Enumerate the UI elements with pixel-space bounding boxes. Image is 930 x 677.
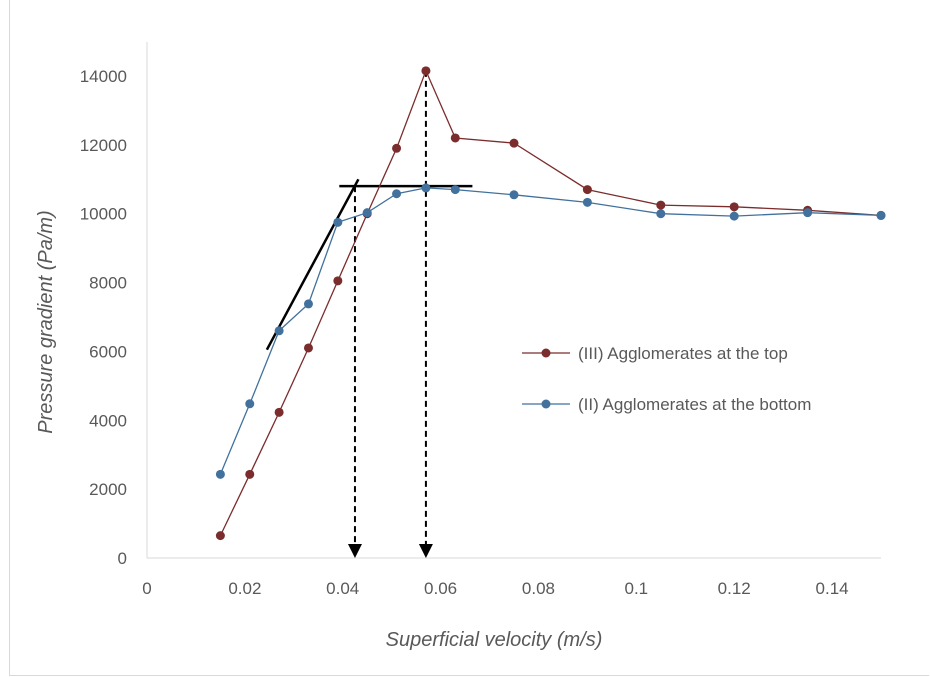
y-tick-label: 14000 <box>80 67 127 86</box>
data-point-series-1 <box>215 469 225 479</box>
data-point-series-0 <box>421 66 431 76</box>
x-tick-label: 0.08 <box>522 579 555 598</box>
series-layer <box>215 66 886 541</box>
data-point-series-1 <box>876 210 886 220</box>
data-point-series-1 <box>245 399 255 409</box>
series-line-1 <box>219 187 882 475</box>
data-point-series-0 <box>392 143 402 153</box>
data-point-series-0 <box>582 185 592 195</box>
data-point-series-0 <box>245 469 255 479</box>
x-tick-label: 0.04 <box>326 579 359 598</box>
tangent-line <box>265 178 360 351</box>
data-point-series-1 <box>362 208 372 218</box>
y-tick-label: 6000 <box>89 342 127 361</box>
axes: 0 2000 4000 6000 8000 10000 12000 14000 0 0.02 0.0… <box>80 42 881 598</box>
y-tick-label: 8000 <box>89 274 127 293</box>
y-tick-label: 12000 <box>80 136 127 155</box>
chart-frame <box>9 0 929 676</box>
data-point-series-1 <box>656 209 666 219</box>
y-tick-label: 0 <box>118 549 127 568</box>
x-tick-label: 0 <box>142 579 151 598</box>
data-point-series-1 <box>450 185 460 195</box>
legend-marker-series-0 <box>541 348 551 358</box>
legend-marker-series-1 <box>541 399 551 409</box>
series-line-0 <box>219 69 882 536</box>
y-tick-label: 2000 <box>89 480 127 499</box>
x-tick-label: 0.06 <box>424 579 457 598</box>
data-point-series-0 <box>274 407 284 417</box>
data-point-series-0 <box>215 531 225 541</box>
arrow-head-0 <box>347 544 362 558</box>
y-axis-title: Pressure gradient (Pa/m) <box>35 210 57 433</box>
annotations <box>265 70 473 558</box>
data-point-series-1 <box>509 190 519 200</box>
data-point-series-1 <box>392 189 402 199</box>
data-point-series-0 <box>303 343 313 353</box>
data-point-series-1 <box>274 326 284 336</box>
data-point-series-0 <box>509 138 519 148</box>
arrow-head-1 <box>418 544 433 558</box>
data-point-series-1 <box>421 183 431 193</box>
data-point-series-1 <box>803 208 813 218</box>
x-tick-label: 0.02 <box>228 579 261 598</box>
data-point-series-1 <box>729 211 739 221</box>
legend-label-series-1: (II) Agglomerates at the bottom <box>578 395 811 414</box>
y-tick-label: 4000 <box>89 411 127 430</box>
y-tick-label: 10000 <box>80 205 127 224</box>
data-point-series-0 <box>333 276 343 286</box>
data-point-series-0 <box>450 133 460 143</box>
data-point-series-1 <box>333 217 343 227</box>
data-point-series-1 <box>303 299 313 309</box>
legend-label-series-0: (III) Agglomerates at the top <box>578 344 788 363</box>
legend: (III) Agglomerates at the top (II) Agglo… <box>522 344 811 414</box>
x-axis-title: Superficial velocity (m/s) <box>386 629 603 651</box>
x-tick-label: 0.12 <box>718 579 751 598</box>
data-point-series-0 <box>656 200 666 210</box>
data-point-series-1 <box>582 197 592 207</box>
x-tick-label: 0.1 <box>625 579 649 598</box>
data-point-series-0 <box>729 202 739 212</box>
x-tick-label: 0.14 <box>816 579 849 598</box>
